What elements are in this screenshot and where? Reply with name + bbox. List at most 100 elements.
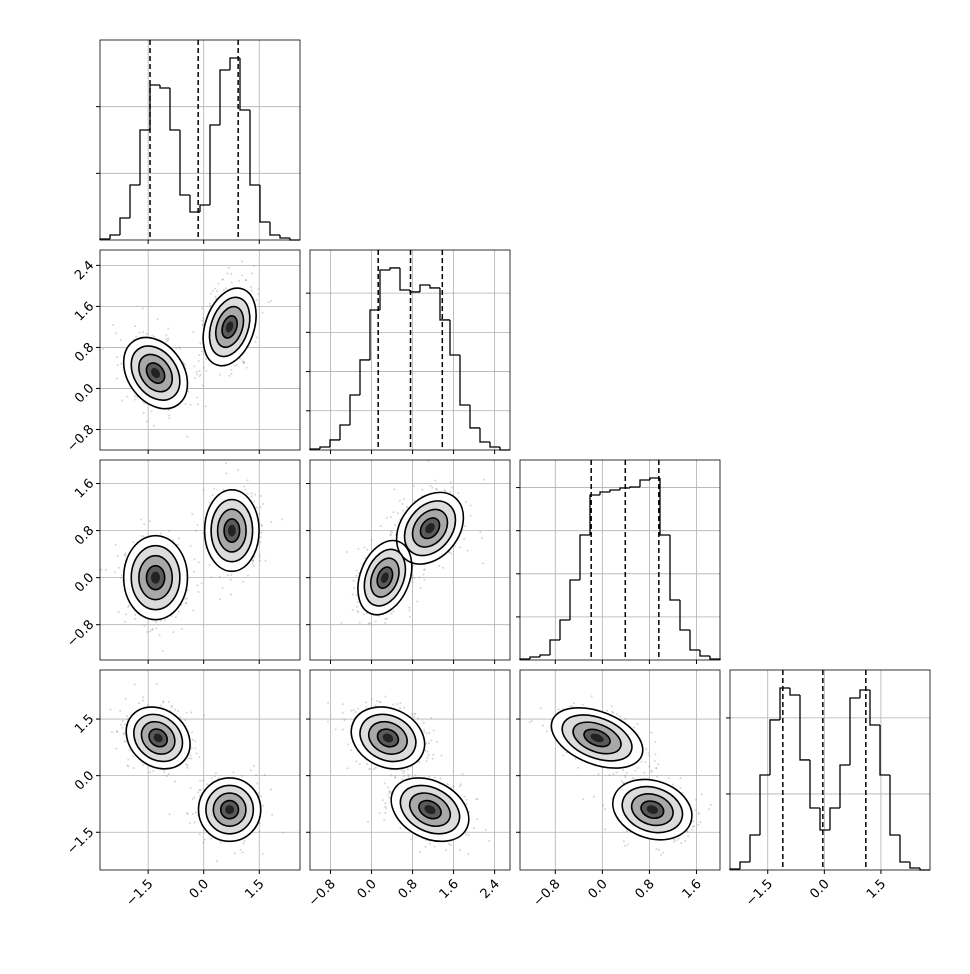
sample-point <box>602 804 605 807</box>
sample-point <box>193 558 196 561</box>
sample-point <box>227 266 230 269</box>
sample-point <box>186 764 189 767</box>
contour-line <box>418 799 442 820</box>
sample-point <box>425 760 428 763</box>
sample-point <box>197 359 200 362</box>
contour-line <box>208 296 251 358</box>
sample-point <box>246 492 249 495</box>
sample-point <box>237 469 240 472</box>
histogram-bin <box>109 234 120 239</box>
contour-line <box>640 800 665 820</box>
sample-point <box>604 828 607 831</box>
sample-point <box>233 852 236 855</box>
sample-point <box>121 719 124 722</box>
sample-point <box>123 732 126 735</box>
contour-line <box>399 784 461 835</box>
sample-point <box>365 701 368 704</box>
sample-point <box>416 717 419 720</box>
histogram-bin <box>169 88 180 131</box>
sample-point <box>401 778 404 781</box>
sample-point <box>351 608 354 611</box>
histogram-bin <box>609 489 620 492</box>
sample-point <box>141 696 144 699</box>
panel-content <box>528 695 720 857</box>
sample-point <box>557 708 560 711</box>
sample-point <box>271 813 274 816</box>
sample-point <box>191 512 194 515</box>
sample-point <box>622 782 625 785</box>
histogram-bin <box>199 204 210 212</box>
sample-point <box>362 613 365 616</box>
contour-line <box>359 713 417 763</box>
sample-point <box>213 487 216 490</box>
x-tick-label: −1.5 <box>124 877 157 910</box>
sample-point <box>381 799 384 802</box>
sample-point <box>230 574 233 577</box>
sample-point <box>222 488 225 491</box>
contour-line <box>140 720 176 755</box>
density-level <box>227 524 236 537</box>
sample-point <box>423 730 426 733</box>
sample-point <box>355 574 358 577</box>
histogram-bin <box>559 619 570 640</box>
sample-point <box>229 578 232 581</box>
sample-point <box>185 711 188 714</box>
sample-point <box>156 318 159 321</box>
sample-point <box>687 835 690 838</box>
sample-point <box>385 516 388 519</box>
contour-line <box>419 517 441 540</box>
sample-point <box>453 545 456 548</box>
sample-point <box>221 278 224 281</box>
sample-point <box>430 739 433 742</box>
contour-line <box>223 518 241 544</box>
y-tick-label: −0.8 <box>64 422 97 455</box>
histogram-bin <box>389 267 400 270</box>
histogram-bin <box>769 719 780 776</box>
sample-point <box>142 535 145 538</box>
sample-point <box>260 795 263 798</box>
sample-point <box>403 706 406 709</box>
sample-point <box>677 837 680 840</box>
sample-point <box>253 500 256 503</box>
contour-line <box>145 564 166 591</box>
sample-point <box>355 760 358 763</box>
sample-point <box>241 274 244 277</box>
density-level <box>646 805 659 814</box>
sample-point <box>465 500 468 503</box>
sample-point <box>424 749 427 752</box>
sample-point <box>355 569 358 572</box>
sample-point <box>327 701 330 704</box>
contour-line <box>122 336 189 410</box>
sample-point <box>243 485 246 488</box>
sample-point <box>255 773 258 776</box>
sample-point <box>230 368 233 371</box>
sample-point <box>112 323 115 326</box>
sample-point <box>422 573 425 576</box>
contour-line <box>390 777 470 843</box>
sample-point <box>191 738 194 741</box>
sample-point <box>259 822 262 825</box>
histogram-bin <box>789 688 800 696</box>
contour-line <box>145 362 166 385</box>
sample-point <box>196 396 199 399</box>
sample-point <box>660 854 663 857</box>
sample-point <box>684 839 687 842</box>
sample-point <box>414 713 417 716</box>
y-tick-label: 0.0 <box>72 768 97 793</box>
sample-point <box>364 705 367 708</box>
sample-point <box>270 300 273 303</box>
sample-point <box>123 723 126 726</box>
sample-point <box>657 763 660 766</box>
sample-point <box>370 767 373 770</box>
sample-point <box>367 622 370 625</box>
sample-point <box>444 848 447 851</box>
sample-point <box>356 605 359 608</box>
sample-point <box>168 813 171 816</box>
sample-point <box>177 346 180 349</box>
sample-point <box>394 776 397 779</box>
sample-point <box>650 771 653 774</box>
sample-point <box>198 789 201 792</box>
sample-point <box>691 825 694 828</box>
contour-line <box>572 721 622 755</box>
sample-point <box>636 723 639 726</box>
